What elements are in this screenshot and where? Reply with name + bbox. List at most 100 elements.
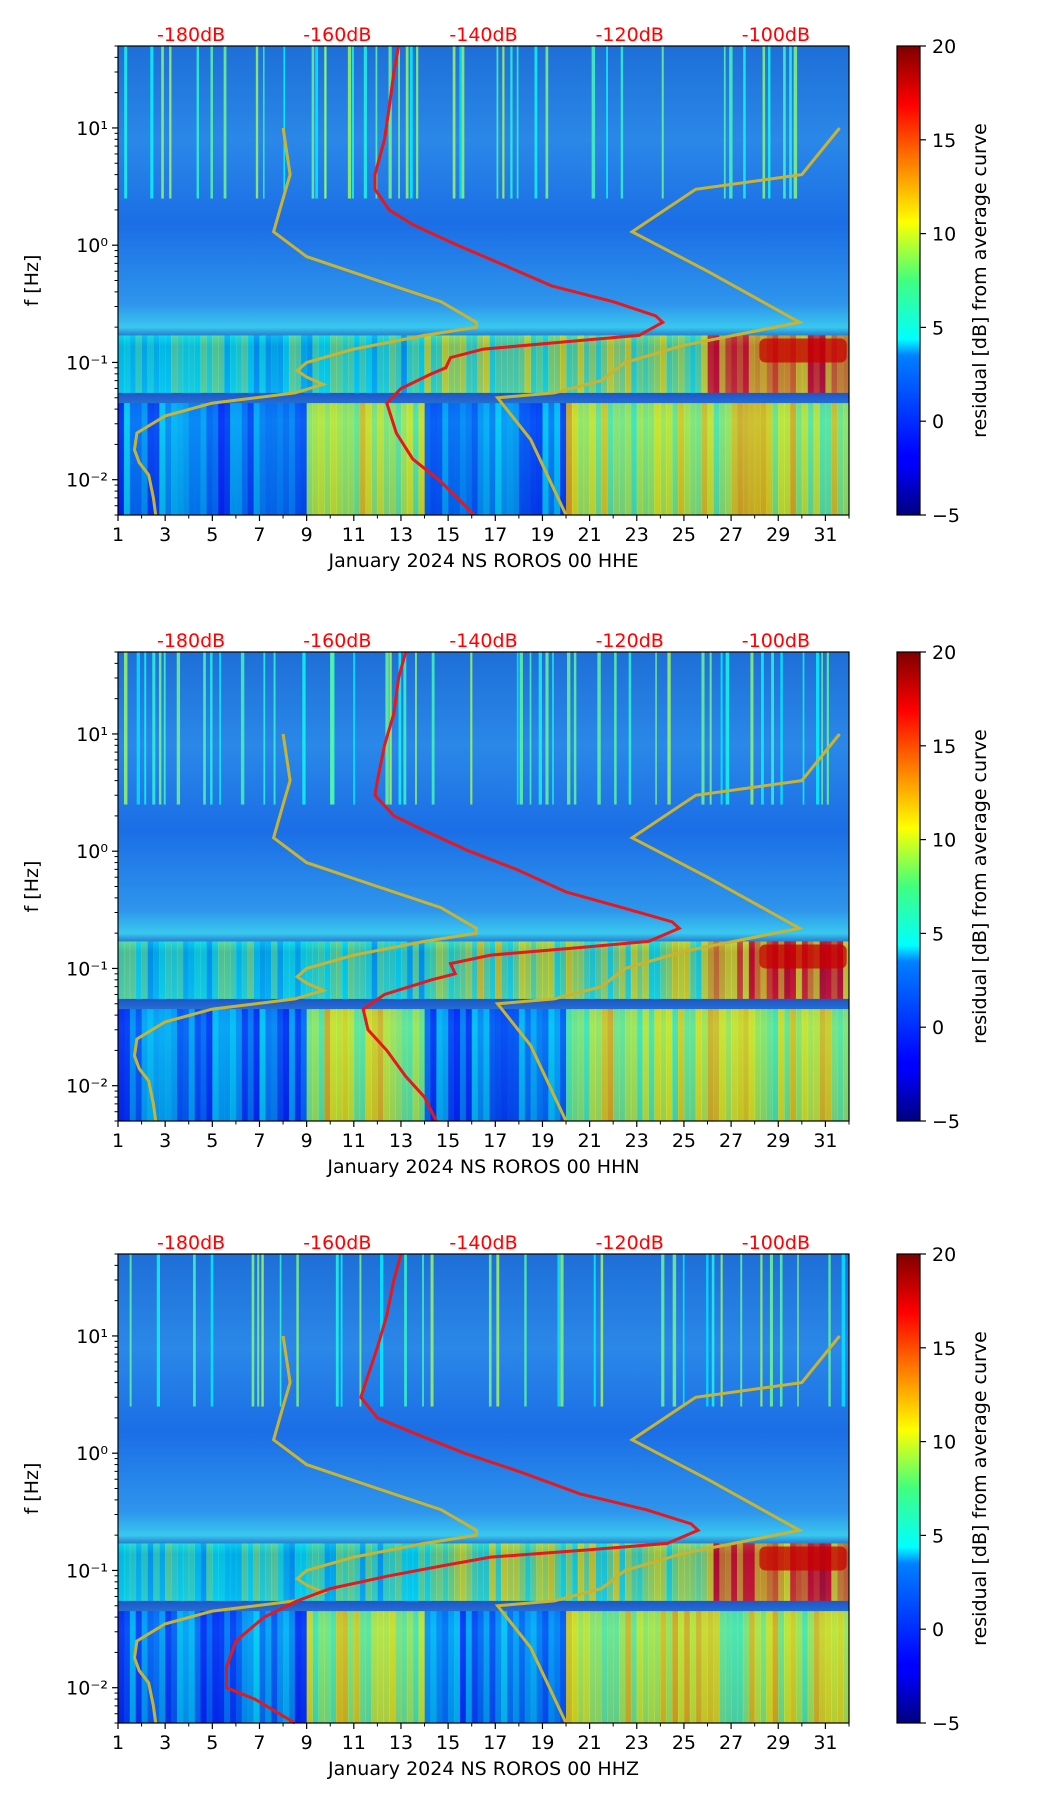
spectrogram-cell [330,1611,337,1723]
spectrogram-cell [395,941,402,999]
x-tick-label: 11 [342,1732,366,1754]
spectrogram-cell [212,1611,219,1723]
spectrogram-cell [577,335,585,393]
spectrogram-cell [263,46,265,199]
spectrogram-cell [430,941,437,999]
db-axis: -180dB -160dB -140dB -120dB -100dB [157,630,810,652]
spectrogram-cell [545,652,549,805]
spectrogram-cell [729,46,733,199]
spectrogram-cell [218,335,225,393]
panel-hhe: 1 3 5 7 9 11 13 15 17 19 21 23 25 27 29 31 10⁻²10⁻¹10⁰1… [21,24,991,572]
x-tick-label: 23 [625,524,649,546]
spectrogram-cell [436,335,443,393]
spectrogram-cell [760,652,764,805]
spectrogram-cell [365,335,372,393]
spectrogram-cell [534,46,538,199]
spectrogram-cell [147,403,154,515]
spectrogram-cell [524,941,532,999]
spectrogram-cell [720,652,723,805]
spectrogram-cell [807,941,815,999]
panel-hhz: 1 3 5 7 9 11 13 15 17 19 21 23 25 27 29 31 10⁻²10⁻¹10⁰1… [21,1232,991,1780]
spectrogram-cell [454,1009,461,1121]
spectrogram-cell [766,1543,773,1601]
x-tick-label: 7 [253,524,265,546]
spectrogram-cell [406,1611,414,1723]
spectrogram-cell [595,403,602,515]
spectrogram-cell [843,1543,850,1601]
spectrogram-cell [265,941,272,999]
spectrogram-cell [218,403,225,515]
x-tick-label: 31 [813,1130,837,1152]
panel-hhn: 1 3 5 7 9 11 13 15 17 19 21 23 25 27 29 31 10⁻²10⁻¹10⁰1… [21,630,991,1178]
spectrogram-cell [383,941,390,999]
spectrogram-cell [294,403,302,515]
x-tick-label: 23 [625,1732,649,1754]
spectrogram-cell [778,1009,785,1121]
spectrogram-cell [118,1611,125,1723]
spectrogram-cell [630,941,638,999]
spectrogram-cell [807,1543,815,1601]
spectrogram-cell [660,1543,667,1601]
spectrogram-cell [828,1254,831,1407]
spectrogram-cell [196,46,200,199]
spectrogram-cell [672,941,679,999]
spectrogram-cell [265,335,272,393]
spectrogram-cell [719,403,726,515]
spectrogram-cell [459,403,467,515]
nhnm-curve [494,1335,841,1724]
spectrogram-cell [801,403,809,515]
spectrogram-cell [206,335,213,393]
spectrogram-cell [518,1009,526,1121]
spectrogram-cell [182,1611,190,1723]
spectrogram-cell [571,403,579,515]
spectrogram-cell [736,1543,744,1601]
spectrogram-cell [701,652,705,805]
spectrogram-cell [695,1009,703,1121]
spectrogram-cell [760,403,767,515]
spectrogram-cell [614,652,617,805]
nlnm-curve [132,127,478,516]
spectrogram-cell [271,1611,278,1723]
spectrogram-cell [713,1543,720,1601]
spectrogram-cell [312,941,319,999]
spectrogram-cell [754,941,761,999]
spectrogram-cell [377,1611,384,1723]
colorbar-tick-label: −5 [932,505,960,527]
spectrogram-cell [711,1254,715,1407]
spectrogram-cell [383,1611,390,1723]
spectrogram-cell [595,1009,602,1121]
spectrogram-cell [147,941,154,999]
spectrogram-cell [318,403,325,515]
spectrogram-cell [200,1009,207,1121]
x-tick-label: 11 [342,1130,366,1152]
spectrogram-cell [790,1543,797,1601]
spectrogram-cell [742,1543,750,1601]
spectrogram-cell [312,403,319,515]
spectrogram-cell [577,1009,585,1121]
spectrogram-cell [465,335,473,393]
spectrogram-cell [365,1009,372,1121]
spectrogram-cell [219,652,221,805]
spectrogram-cell [754,1009,761,1121]
spectrogram-cell [536,335,543,393]
spectrogram-cell [253,335,260,393]
spectrogram-cell [247,1543,254,1601]
x-tick-label: 1 [112,1130,124,1152]
spectrogram-cell [807,1611,815,1723]
spectrogram-cell [784,335,791,393]
spectrogram-cell [318,1009,325,1121]
x-tick-label: 23 [625,1130,649,1152]
spectrogram-cell [363,46,367,199]
spectrogram-cell [719,335,726,393]
spectrogram-cell [723,46,726,199]
spectrogram-cell [790,1009,797,1121]
spectrogram-cell [465,1543,473,1601]
spectrogram-cell [843,941,850,999]
spectrogram-cell [778,335,785,393]
spectrogram-cell [471,403,479,515]
spectrogram-cell [583,941,591,999]
spectrogram-cell [336,335,343,393]
spectrogram-cell [772,335,779,393]
spectrogram-cell [666,941,673,999]
spectrogram-cell [701,941,708,999]
